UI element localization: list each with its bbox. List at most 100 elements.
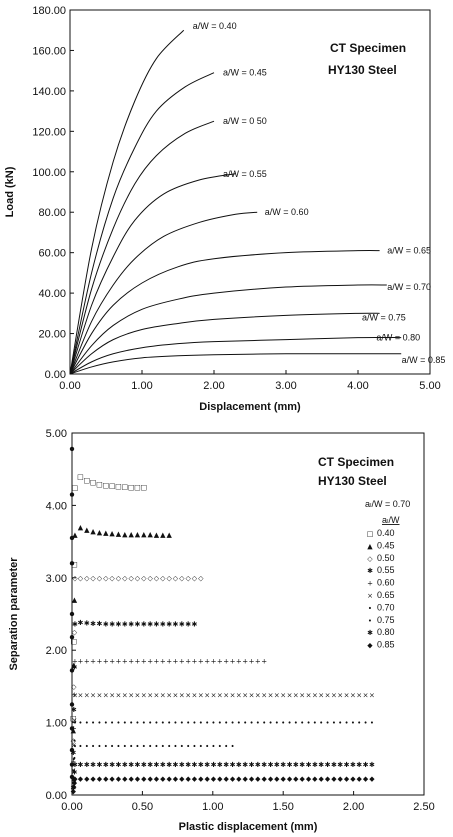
bottom-x-tick-label: 0.00 (61, 801, 82, 813)
bottom-marker: • (230, 742, 234, 750)
bottom-marker: • (180, 742, 184, 750)
bottom-marker: □ (71, 638, 78, 646)
bottom-marker: • (142, 742, 146, 750)
bottom-marker: × (299, 692, 305, 700)
bottom-legend-label: 0.70 (377, 602, 395, 612)
bottom-marker: • (72, 767, 76, 775)
bottom-marker: ◇ (71, 737, 77, 745)
bottom-marker: × (204, 692, 210, 700)
bottom-marker: • (110, 719, 114, 727)
bottom-marker: + (236, 658, 242, 666)
top-curve (69, 120, 215, 375)
bottom-marker: ◇ (128, 574, 134, 582)
bottom-marker: ✱ (78, 619, 84, 627)
bottom-marker: ◇ (90, 574, 96, 582)
top-y-tick-label: 60.00 (38, 248, 66, 260)
bottom-marker: • (78, 719, 82, 727)
bottom-marker: • (154, 742, 158, 750)
bottom-marker: ✱ (331, 761, 337, 769)
top-plot-frame (69, 9, 431, 375)
bottom-marker: ◆ (363, 775, 369, 783)
bottom-marker: ✱ (356, 761, 362, 769)
bottom-marker: ✱ (192, 761, 198, 769)
bottom-marker: ✱ (116, 620, 122, 628)
bottom-marker: ◇ (179, 574, 185, 582)
bottom-marker: × (274, 692, 280, 700)
top-curves (69, 29, 402, 375)
bottom-marker: + (84, 658, 90, 666)
bottom-marker: ✱ (109, 620, 115, 628)
bottom-marker: • (186, 742, 190, 750)
bottom-marker: × (211, 692, 217, 700)
bottom-marker: + (185, 658, 191, 666)
bottom-marker: • (249, 719, 253, 727)
top-y-tick-label: 40.00 (38, 288, 66, 300)
bottom-marker: ◆ (223, 775, 229, 783)
bottom-marker: ▲ (72, 531, 78, 539)
top-curve-label: a/W = 0.80 (376, 333, 420, 343)
bottom-marker: ✱ (204, 761, 210, 769)
bottom-marker: ◆ (122, 775, 128, 783)
bottom-marker: □ (128, 483, 135, 491)
bottom-marker: • (71, 779, 75, 787)
bottom-marker: • (262, 719, 266, 727)
bottom-marker: • (116, 742, 120, 750)
bottom-marker: • (135, 742, 139, 750)
bottom-marker: • (73, 719, 77, 727)
bottom-marker: × (255, 692, 261, 700)
top-x-tick-label: 4.00 (347, 380, 368, 392)
top-x-tick-label: 2.00 (203, 380, 224, 392)
bottom-marker: ◇ (192, 574, 198, 582)
bottom-marker: + (211, 658, 217, 666)
bottom-marker: • (218, 742, 222, 750)
bottom-legend-marker: □ (367, 530, 374, 538)
top-y-tick-label: 140.00 (32, 86, 66, 98)
bottom-marker: • (142, 719, 146, 727)
bottom-marker: • (129, 719, 133, 727)
bottom-marker: □ (140, 484, 147, 492)
bottom-axis-point (69, 634, 75, 640)
bottom-marker: ✱ (84, 761, 90, 769)
bottom-marker: ◇ (72, 629, 78, 637)
bottom-marker: ◆ (103, 775, 109, 783)
top-x-ticks: 0.00 1.00 2.00 3.00 4.00 5.00 (59, 370, 441, 392)
bottom-marker: ▲ (147, 531, 153, 539)
bottom-marker: ✱ (249, 761, 255, 769)
bottom-marker: ◆ (154, 775, 160, 783)
bottom-marker: ◇ (135, 574, 141, 582)
bottom-marker: ◆ (217, 775, 223, 783)
bottom-axis-point (69, 774, 75, 780)
bottom-marker: ▲ (116, 530, 122, 538)
top-curve-label: a/W = 0.65 (387, 246, 431, 256)
bottom-marker: + (122, 658, 128, 666)
bottom-marker: ▲ (97, 529, 103, 537)
bottom-marker: • (180, 719, 184, 727)
bottom-marker: ✱ (350, 761, 356, 769)
bottom-marker: × (192, 692, 198, 700)
bottom-marker: ✱ (173, 761, 179, 769)
bottom-marker: ✱ (71, 706, 77, 714)
bottom-axis-point (69, 446, 75, 452)
top-curve (69, 72, 215, 375)
load-displacement-chart: 0.00 1.00 2.00 3.00 4.00 5.00 0.00 20.00 40.00 6… (4, 5, 445, 413)
bottom-legend-label: 0.50 (377, 553, 395, 563)
bottom-marker: • (351, 719, 355, 727)
bottom-marker: • (218, 719, 222, 727)
bottom-marker: × (141, 692, 147, 700)
bottom-marker: □ (72, 484, 79, 492)
bottom-marker: ▲ (103, 529, 109, 537)
bottom-y-tick-label: 0.00 (46, 790, 67, 802)
bottom-marker: ✱ (78, 761, 84, 769)
bottom-marker: ✱ (147, 761, 153, 769)
bottom-axis-point (69, 726, 75, 731)
top-curve-label: a/W = 0.60 (265, 207, 309, 217)
bottom-marker: • (370, 719, 374, 727)
bottom-marker: × (223, 692, 229, 700)
bottom-x-tick-label: 2.50 (413, 801, 434, 813)
bottom-marker: + (217, 658, 223, 666)
bottom-marker: • (148, 719, 152, 727)
bottom-legend-label: 0.85 (377, 640, 395, 650)
bottom-marker: ✱ (255, 761, 261, 769)
bottom-marker: + (160, 658, 166, 666)
bottom-marker: • (73, 742, 77, 750)
